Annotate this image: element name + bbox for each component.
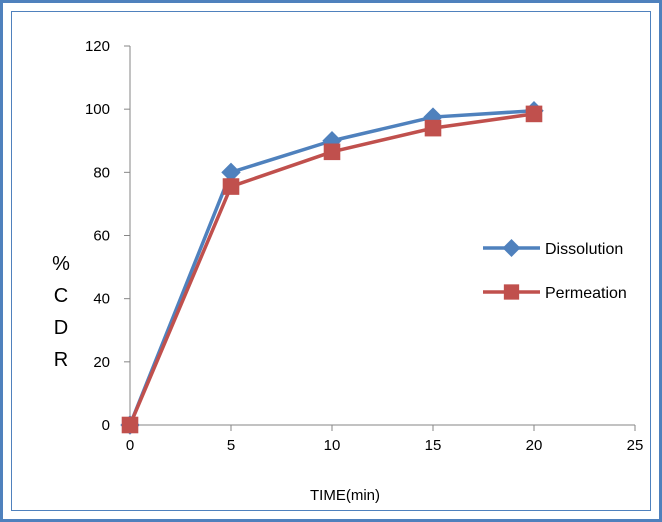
y-axis-title-line: R (54, 349, 68, 371)
y-axis-title-line: C (54, 285, 68, 307)
x-tick-label: 20 (526, 437, 543, 454)
legend: Dissolution Permeation (483, 239, 627, 302)
chart-frame-inner (11, 11, 651, 511)
y-tick-labels: 0 20 40 60 80 100 120 (85, 38, 110, 434)
legend-label: Dissolution (545, 241, 623, 258)
y-tick-label: 20 (93, 354, 110, 371)
square-marker (222, 178, 240, 195)
legend-item-dissolution: Dissolution (483, 239, 623, 258)
square-marker (525, 105, 543, 123)
y-tick-label: 120 (85, 38, 110, 55)
x-tick-label: 0 (126, 437, 134, 454)
axes (124, 45, 636, 431)
square-marker (121, 416, 139, 434)
x-tick-label: 10 (324, 437, 341, 454)
y-tick-label: 80 (93, 164, 110, 181)
x-tick-labels: 0 5 10 15 20 25 (126, 437, 644, 454)
x-tick-label: 5 (227, 437, 235, 454)
y-axis-title-line: % (52, 253, 70, 275)
y-tick-label: 0 (102, 417, 110, 434)
y-axis-title-line: D (54, 317, 68, 339)
legend-label: Permeation (545, 285, 627, 302)
series-layer (120, 101, 544, 435)
diamond-marker (502, 239, 521, 257)
square-marker (424, 119, 442, 137)
x-tick-label: 25 (627, 437, 644, 454)
x-tick-label: 15 (425, 437, 442, 454)
y-tick-label: 40 (93, 291, 110, 308)
series-permeation (121, 105, 543, 434)
y-axis-title: % CDR (52, 253, 70, 371)
square-marker (503, 284, 520, 300)
y-tick-label: 60 (93, 228, 110, 245)
x-axis-title: TIME(min) (310, 487, 380, 504)
square-marker (323, 143, 341, 161)
y-tick-label: 100 (85, 101, 110, 118)
legend-item-permeation: Permeation (483, 284, 627, 302)
